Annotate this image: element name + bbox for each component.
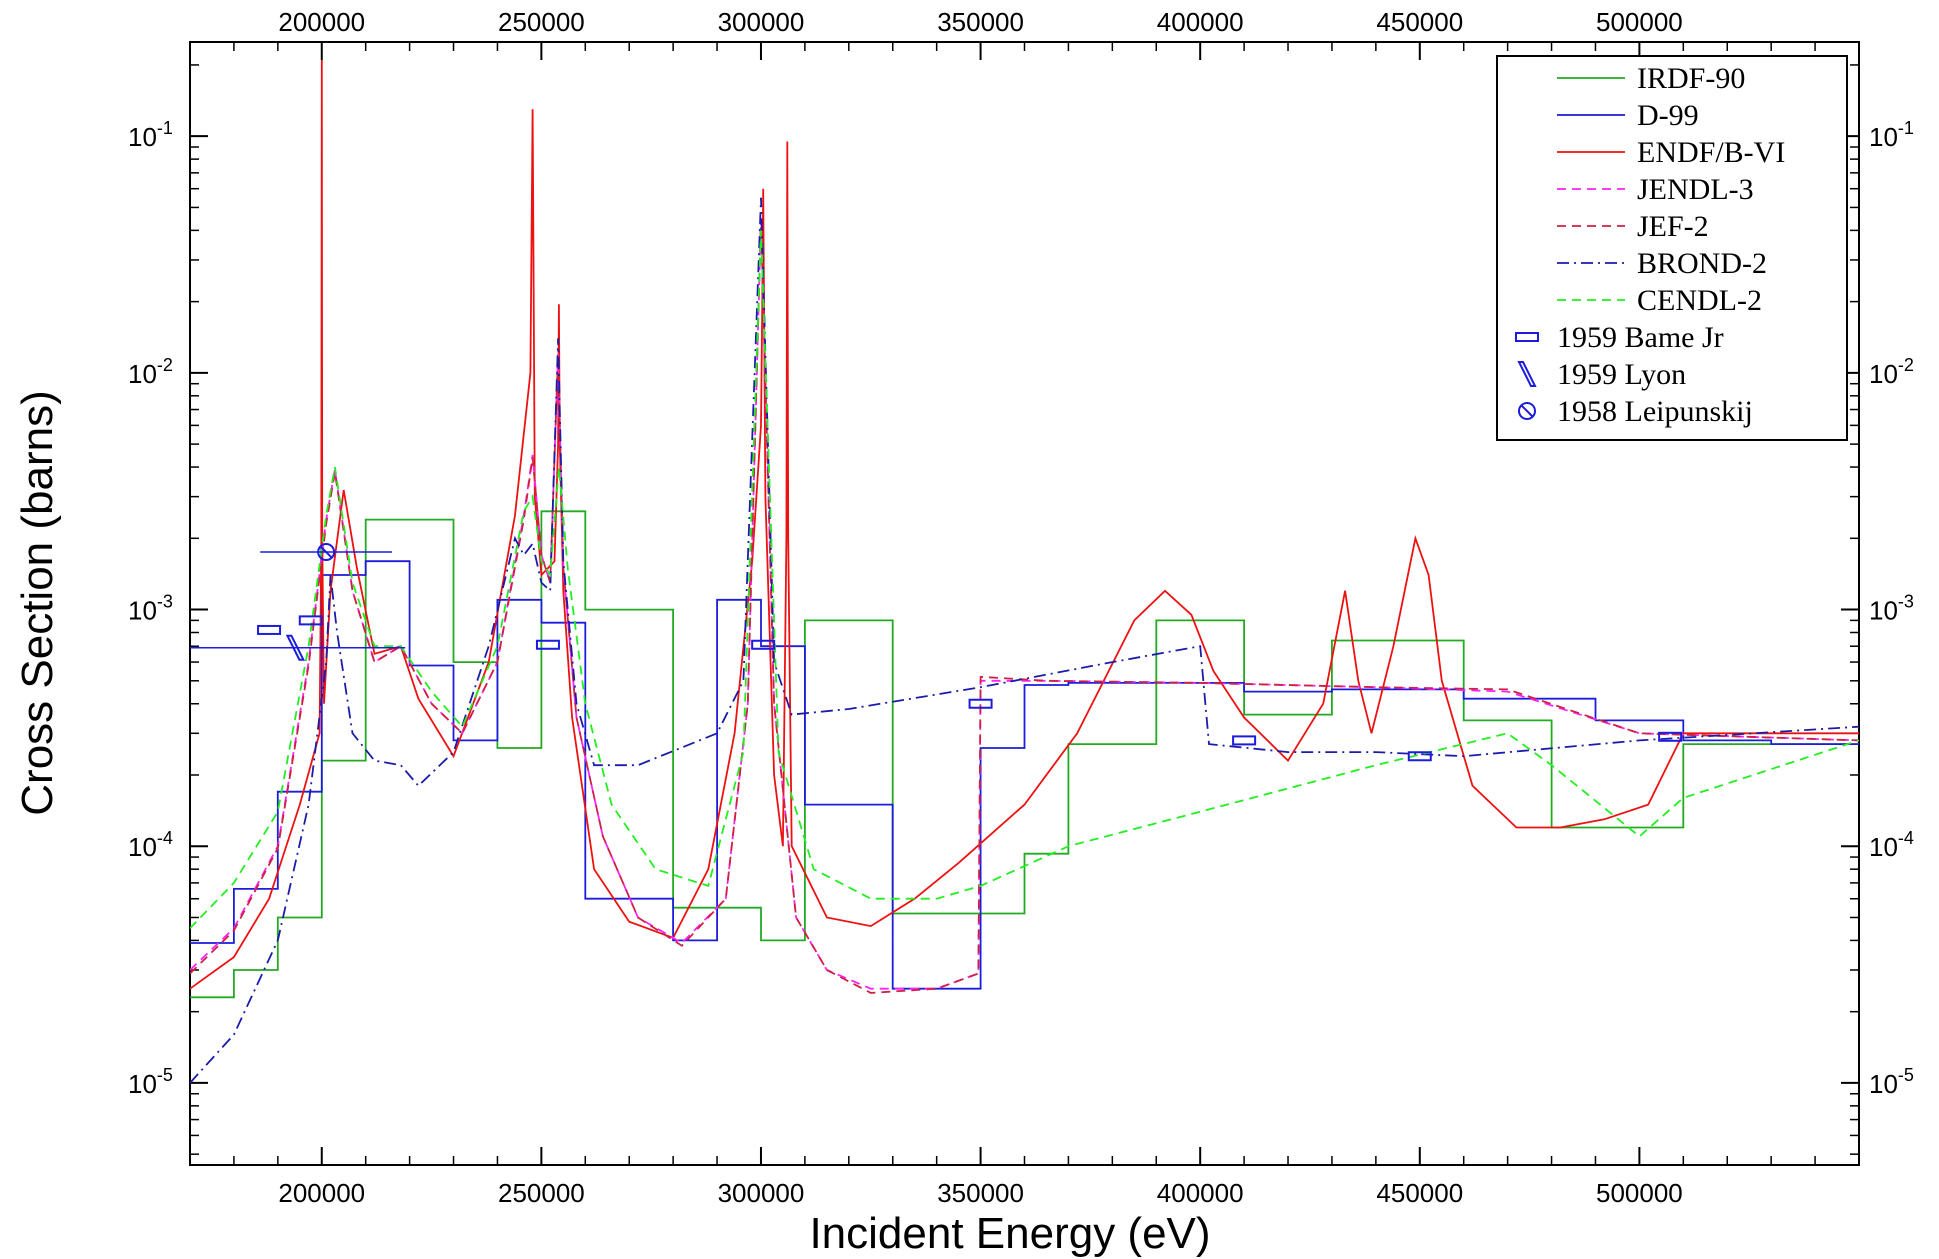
data-point-1959-bame-jr: [968, 698, 993, 709]
data-point-1959-bame-jr: [751, 639, 776, 650]
x-tick-label-top: 250000: [498, 7, 585, 37]
legend-label: CENDL-2: [1637, 284, 1762, 317]
series-line-irdf-90: [190, 510, 1859, 999]
experimental-layer: [190, 543, 1683, 762]
legend-label: 1958 Leipunskij: [1557, 395, 1753, 428]
x-tick-label-top: 200000: [278, 7, 365, 37]
legend-marker-ring: [1518, 402, 1536, 420]
y-tick-label-right: 10-5: [1869, 1065, 1914, 1099]
x-tick-label-top: 450000: [1376, 7, 1463, 37]
y-tick-label-right: 10-1: [1869, 118, 1914, 152]
x-tick-label-bottom: 400000: [1157, 1178, 1244, 1208]
legend-label: 1959 Bame Jr: [1557, 321, 1724, 354]
legend-marker: [1515, 332, 1539, 342]
series-line-jef-2: [190, 218, 1859, 994]
y-tick-label-left: 10-2: [128, 355, 173, 389]
data-point-1959-bame-jr: [535, 639, 560, 650]
x-tick-label-top: 500000: [1596, 7, 1683, 37]
data-point-1959-bame-jr: [1658, 731, 1683, 742]
y-tick-label-left: 10-5: [128, 1065, 173, 1099]
y-axis-title: Cross Section (barns): [13, 390, 62, 815]
data-point-1959-bame-jr: [257, 624, 282, 635]
data-point-1958-leipunskij-slash: [319, 545, 333, 559]
x-tick-label-bottom: 250000: [498, 1178, 585, 1208]
x-tick-label-top: 300000: [718, 7, 805, 37]
legend-box: [1496, 55, 1848, 441]
x-tick-label-bottom: 450000: [1376, 1178, 1463, 1208]
x-tick-label-top: 400000: [1157, 7, 1244, 37]
series-line-cendl-2: [190, 230, 1859, 929]
axes: 200000 200000 250000 250000 300000 300000 3500…: [128, 7, 1914, 1208]
legend-label: 1959 Lyon: [1557, 358, 1686, 391]
y-tick-label-right: 10-3: [1869, 592, 1914, 626]
legend-label: IRDF-90: [1637, 62, 1745, 95]
series-line-endf-b-vi: [190, 59, 1859, 990]
legend-label: ENDF/B-VI: [1637, 136, 1785, 169]
x-axis-title: Incident Energy (eV): [809, 1209, 1210, 1258]
data-point-1959-lyon: [285, 634, 306, 661]
data-point-1958-leipunskij-ring: [317, 543, 336, 562]
x-tick-label-bottom: 300000: [718, 1178, 805, 1208]
data-point-1959-bame-jr: [298, 615, 323, 626]
x-tick-label-top: 350000: [937, 7, 1024, 37]
legend: IRDF-90 D-99 ENDF/B-VI JENDL-3 JEF-2 BROND-2 C…: [1496, 55, 1848, 441]
y-tick-label-right: 10-4: [1869, 828, 1914, 862]
x-tick-label-bottom: 350000: [937, 1178, 1024, 1208]
y-tick-label-left: 10-1: [128, 118, 173, 152]
series-line-brond-2: [190, 197, 1859, 1084]
y-tick-label-left: 10-3: [128, 592, 173, 626]
data-point-1958-leipunskij: [317, 543, 336, 562]
legend-marker-slash: [1520, 404, 1534, 418]
legend-label: BROND-2: [1637, 247, 1767, 280]
series-layer: [190, 59, 1859, 1084]
y-tick-label-left: 10-4: [128, 828, 173, 862]
data-point-1959-bame-jr: [1232, 735, 1257, 746]
series-line-d-99: [190, 560, 1859, 990]
y-tick-label-right: 10-2: [1869, 355, 1914, 389]
x-tick-label-bottom: 500000: [1596, 1178, 1683, 1208]
data-point-1959-bame-jr: [1407, 751, 1432, 762]
legend-marker: [1518, 402, 1536, 420]
legend-marker: [1517, 361, 1537, 387]
legend-label: JENDL-3: [1637, 173, 1754, 206]
x-tick-label-bottom: 200000: [278, 1178, 365, 1208]
legend-label: JEF-2: [1637, 210, 1709, 243]
legend-label: D-99: [1637, 99, 1699, 132]
